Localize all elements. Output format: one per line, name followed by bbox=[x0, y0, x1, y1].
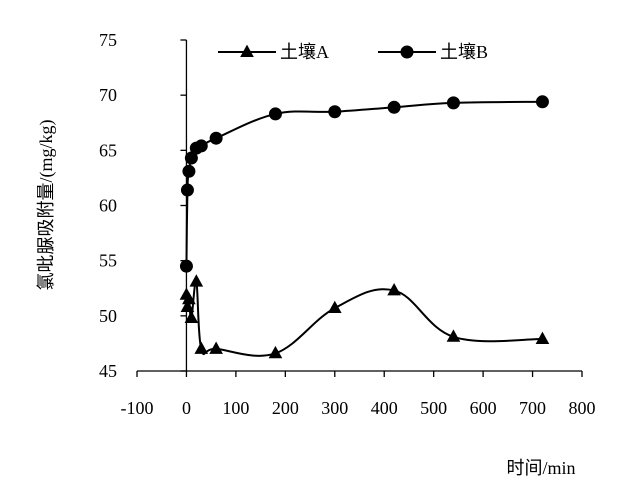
legend-entry-2: 土壤B bbox=[378, 42, 488, 62]
data-point-triangle bbox=[268, 345, 283, 359]
y-tick-label: 45 bbox=[99, 361, 117, 381]
series-line bbox=[185, 100, 543, 267]
series-line bbox=[185, 280, 543, 357]
x-tick-label: 200 bbox=[272, 398, 299, 418]
data-point-circle bbox=[535, 95, 549, 109]
y-tick-label: 75 bbox=[99, 30, 117, 50]
data-point-triangle bbox=[194, 341, 209, 354]
data-point-circle bbox=[446, 96, 460, 110]
data-point-triangle bbox=[189, 274, 204, 287]
data-point-circle bbox=[387, 100, 401, 114]
y-tick-label: 50 bbox=[99, 306, 117, 326]
legend-entry-1: 土壤A bbox=[218, 42, 329, 62]
y-tick-label: 70 bbox=[99, 85, 117, 105]
x-tick-label: 400 bbox=[371, 398, 398, 418]
data-point-circle bbox=[209, 131, 223, 145]
data-point-circle bbox=[184, 151, 198, 165]
legend-label: 土壤B bbox=[440, 42, 488, 62]
data-point-triangle bbox=[446, 329, 461, 342]
data-point-circle bbox=[194, 139, 208, 153]
x-tick-label: 300 bbox=[321, 398, 348, 418]
data-point-circle bbox=[328, 105, 342, 119]
y-tick-label: 55 bbox=[99, 251, 117, 271]
y-tick-label: 60 bbox=[99, 196, 117, 216]
axes: 45 50 55 60 65 70 75 -100 0 100 200 300 400 500 600 700… bbox=[99, 30, 596, 418]
data-point-triangle bbox=[180, 299, 195, 312]
series-layer bbox=[179, 95, 550, 359]
x-tick-label: -100 bbox=[121, 398, 154, 418]
data-point-triangle bbox=[182, 291, 196, 305]
x-tick-label: 100 bbox=[222, 398, 249, 418]
data-point-triangle bbox=[535, 331, 550, 344]
y-tick-label: 65 bbox=[99, 140, 117, 160]
legend-label: 土壤A bbox=[280, 42, 329, 62]
legend: 土壤A 土壤B bbox=[218, 42, 488, 62]
data-point-circle bbox=[268, 107, 282, 121]
series-1 bbox=[179, 274, 550, 359]
series-2 bbox=[179, 95, 549, 273]
x-tick-label: 800 bbox=[569, 398, 596, 418]
data-point-triangle bbox=[327, 300, 342, 314]
x-axis-label: 时间/min bbox=[506, 458, 575, 478]
x-tick-label: 500 bbox=[420, 398, 447, 418]
data-point-circle bbox=[180, 183, 194, 197]
x-tick-label: 700 bbox=[519, 398, 546, 418]
data-point-triangle bbox=[184, 310, 199, 323]
data-point-circle bbox=[182, 164, 196, 178]
legend-circle-marker bbox=[400, 45, 414, 59]
x-tick-label: 0 bbox=[182, 398, 191, 418]
data-point-triangle bbox=[209, 341, 223, 354]
y-axis-label: 氯吡脲吸附量/(mg/kg) bbox=[36, 120, 57, 291]
data-point-triangle bbox=[387, 283, 401, 296]
data-point-circle bbox=[179, 259, 193, 273]
x-tick-label: 600 bbox=[470, 398, 497, 418]
legend-triangle-marker bbox=[240, 44, 254, 57]
